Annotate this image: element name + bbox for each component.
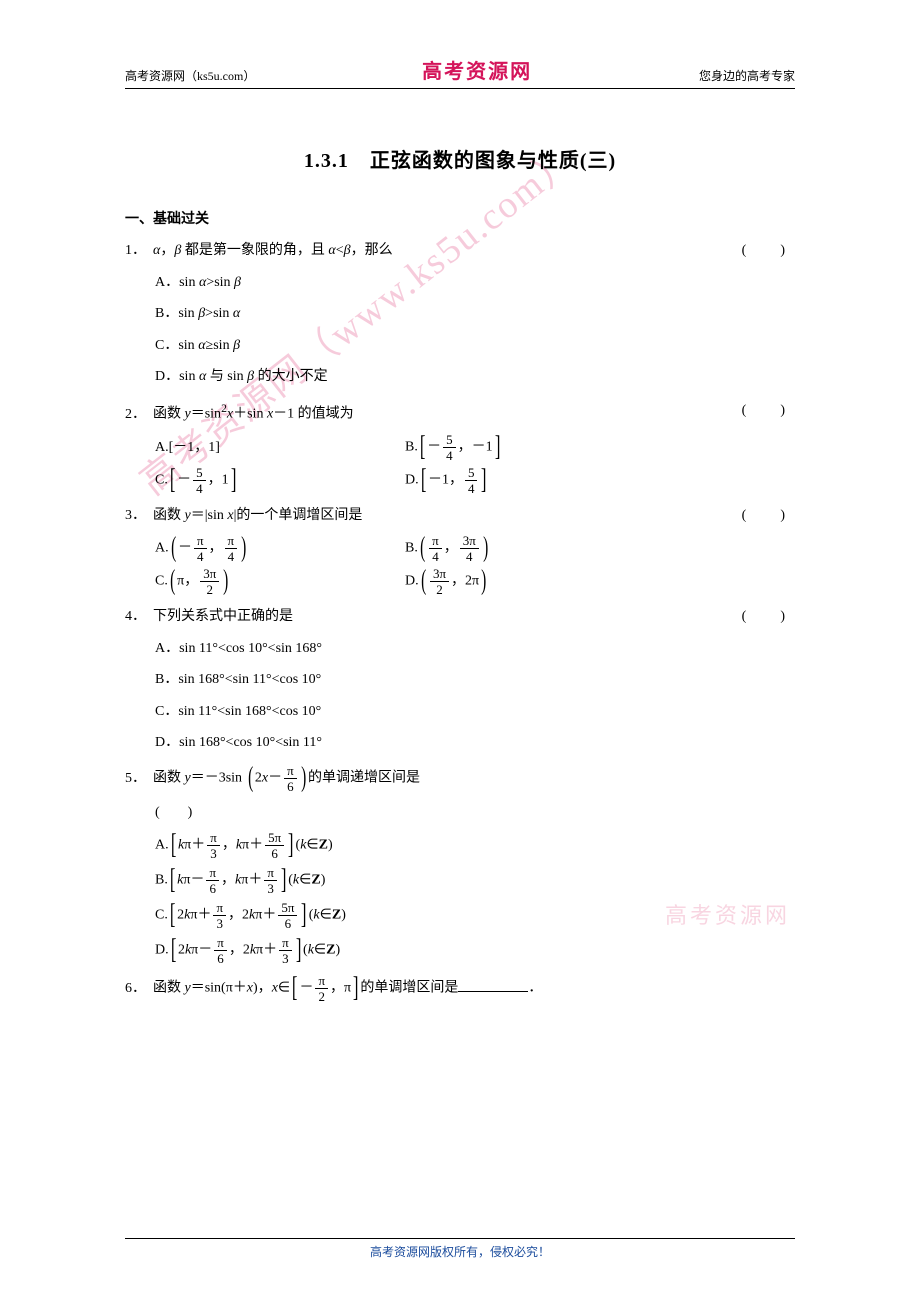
question-5: 5． 函数 y＝－3sin (2x－π6)的单调递增区间是 ( ) A.[kπ＋… bbox=[125, 764, 795, 968]
q3-option-b: B.(π4，3π4) bbox=[405, 534, 795, 563]
q1-option-b: B．sin β>sin α bbox=[155, 298, 795, 329]
q1-text: α，β 都是第一象限的角，且 α<β，那么 bbox=[153, 238, 795, 263]
q5-option-d: D.[2kπ－π6，2kπ＋π3](k∈Z) bbox=[155, 933, 795, 968]
q5-number: 5． bbox=[125, 766, 153, 791]
q2-option-c: C.[－54，1] bbox=[155, 466, 405, 495]
q2-option-d: D.[－1，54] bbox=[405, 466, 795, 495]
q4-option-d: D．sin 168°<cos 10°<sin 11° bbox=[155, 727, 795, 758]
q6-text: 函数 y＝sin(π＋x)，x∈[－π2，π]的单调增区间是． bbox=[153, 974, 795, 1003]
q3-option-a: A.(－π4，π4) bbox=[155, 534, 405, 563]
question-2: 2． 函数 y＝sin2x＋sin x－1 的值域为 ( ) A.[－1，1] … bbox=[125, 398, 795, 497]
page-header: 高考资源网（ks5u.com） 高考资源网 您身边的高考专家 bbox=[125, 55, 795, 89]
page-title: 1.3.1 正弦函数的图象与性质(三) bbox=[125, 144, 795, 173]
answer-paren: ( ) bbox=[155, 797, 795, 828]
section-heading: 一、基础过关 bbox=[125, 208, 795, 228]
answer-paren: ( ) bbox=[742, 398, 795, 423]
q5-option-c: C.[2kπ＋π3，2kπ＋5π6](k∈Z) bbox=[155, 898, 795, 933]
q1-option-d: D．sin α 与 sin β 的大小不定 bbox=[155, 361, 795, 392]
q2-option-b: B.[－54，－1] bbox=[405, 433, 795, 462]
question-1: 1． α，β 都是第一象限的角，且 α<β，那么 ( ) A．sin α>sin… bbox=[125, 238, 795, 392]
header-right: 您身边的高考专家 bbox=[699, 67, 795, 84]
question-4: 4． 下列关系式中正确的是 ( ) A．sin 11°<cos 10°<sin … bbox=[125, 604, 795, 758]
q1-option-a: A．sin α>sin β bbox=[155, 267, 795, 298]
q4-text: 下列关系式中正确的是 bbox=[153, 604, 795, 629]
q2-text: 函数 y＝sin2x＋sin x－1 的值域为 bbox=[153, 398, 795, 427]
q1-option-c: C．sin α≥sin β bbox=[155, 330, 795, 361]
q4-option-c: C．sin 11°<sin 168°<cos 10° bbox=[155, 696, 795, 727]
q2-option-a: A.[－1，1] bbox=[155, 435, 405, 460]
q2-number: 2． bbox=[125, 402, 153, 427]
q4-option-a: A．sin 11°<cos 10°<sin 168° bbox=[155, 633, 795, 664]
q6-number: 6． bbox=[125, 976, 153, 1001]
header-left: 高考资源网（ks5u.com） bbox=[125, 67, 255, 84]
q3-option-c: C.(π，3π2) bbox=[155, 567, 405, 596]
q5-option-b: B.[kπ－π6，kπ＋π3](k∈Z) bbox=[155, 863, 795, 898]
q4-option-b: B．sin 168°<sin 11°<cos 10° bbox=[155, 664, 795, 695]
q1-number: 1． bbox=[125, 238, 153, 263]
q3-text: 函数 y＝|sin x|的一个单调增区间是 bbox=[153, 503, 795, 528]
answer-paren: ( ) bbox=[742, 503, 795, 528]
q5-text: 函数 y＝－3sin (2x－π6)的单调递增区间是 bbox=[153, 764, 795, 793]
fill-blank bbox=[458, 991, 528, 992]
header-center-logo: 高考资源网 bbox=[422, 55, 532, 84]
page-container: 高考资源网（ks5u.com） 高考资源网 您身边的高考专家 1.3.1 正弦函… bbox=[0, 0, 920, 1003]
answer-paren: ( ) bbox=[742, 238, 795, 263]
q4-number: 4． bbox=[125, 604, 153, 629]
question-6: 6． 函数 y＝sin(π＋x)，x∈[－π2，π]的单调增区间是． bbox=[125, 974, 795, 1003]
q3-option-d: D.(3π2，2π) bbox=[405, 567, 795, 596]
page-footer: 高考资源网版权所有，侵权必究！ bbox=[125, 1238, 795, 1260]
q5-option-a: A.[kπ＋π3，kπ＋5π6](k∈Z) bbox=[155, 828, 795, 863]
answer-paren: ( ) bbox=[742, 604, 795, 629]
q3-number: 3． bbox=[125, 503, 153, 528]
question-3: 3． 函数 y＝|sin x|的一个单调增区间是 ( ) A.(－π4，π4) … bbox=[125, 503, 795, 598]
